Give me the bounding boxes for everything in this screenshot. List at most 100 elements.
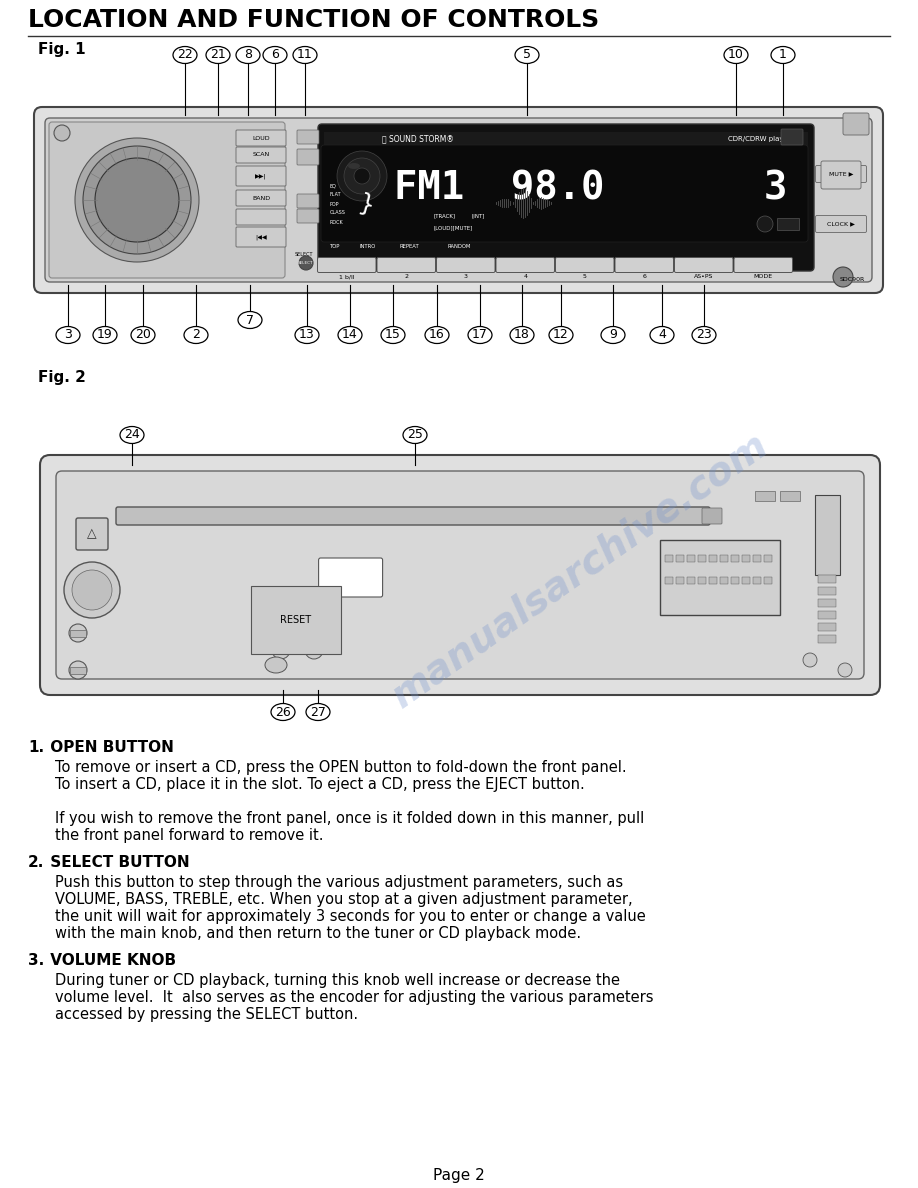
- FancyBboxPatch shape: [777, 219, 799, 230]
- Ellipse shape: [650, 327, 674, 343]
- Text: During tuner or CD playback, turning this knob well increase or decrease the: During tuner or CD playback, turning thi…: [55, 973, 620, 988]
- FancyBboxPatch shape: [297, 129, 319, 144]
- Text: RANDOM: RANDOM: [448, 245, 471, 249]
- Circle shape: [83, 146, 191, 254]
- Text: REPEAT: REPEAT: [400, 245, 420, 249]
- Text: SDC90R: SDC90R: [840, 277, 865, 282]
- Text: BAND: BAND: [252, 196, 270, 201]
- FancyBboxPatch shape: [818, 575, 836, 583]
- FancyBboxPatch shape: [815, 495, 840, 575]
- Text: LOUD: LOUD: [252, 135, 270, 140]
- Text: To insert a CD, place it in the slot. To eject a CD, press the EJECT button.: To insert a CD, place it in the slot. To…: [55, 777, 585, 792]
- Text: ▶▶|: ▶▶|: [255, 173, 267, 178]
- Ellipse shape: [173, 46, 197, 63]
- FancyBboxPatch shape: [49, 122, 285, 278]
- Text: 5: 5: [583, 274, 587, 279]
- Text: 4: 4: [523, 274, 527, 279]
- Circle shape: [305, 642, 323, 659]
- Text: manualsarchive.com: manualsarchive.com: [385, 425, 776, 715]
- Ellipse shape: [381, 327, 405, 343]
- Text: To remove or insert a CD, press the OPEN button to fold-down the front panel.: To remove or insert a CD, press the OPEN…: [55, 760, 627, 775]
- Text: 5: 5: [523, 49, 531, 62]
- Text: the unit will wait for approximately 3 seconds for you to enter or change a valu: the unit will wait for approximately 3 s…: [55, 909, 645, 924]
- Circle shape: [69, 624, 87, 642]
- Ellipse shape: [263, 46, 287, 63]
- FancyBboxPatch shape: [818, 611, 836, 619]
- Circle shape: [272, 642, 290, 659]
- FancyBboxPatch shape: [709, 555, 717, 562]
- Text: volume level.  It  also serves as the encoder for adjusting the various paramete: volume level. It also serves as the enco…: [55, 990, 654, 1005]
- FancyBboxPatch shape: [731, 577, 739, 584]
- Text: 3.: 3.: [28, 953, 44, 968]
- Text: 6: 6: [643, 274, 646, 279]
- Text: 23: 23: [696, 329, 711, 341]
- FancyBboxPatch shape: [687, 577, 695, 584]
- Ellipse shape: [306, 703, 330, 720]
- FancyBboxPatch shape: [116, 507, 710, 525]
- Text: CLASS: CLASS: [330, 210, 346, 215]
- Ellipse shape: [348, 163, 360, 169]
- Text: 27: 27: [310, 706, 326, 719]
- Ellipse shape: [549, 327, 573, 343]
- FancyBboxPatch shape: [764, 555, 772, 562]
- Circle shape: [757, 216, 773, 232]
- Ellipse shape: [510, 327, 534, 343]
- Ellipse shape: [265, 657, 287, 672]
- Ellipse shape: [131, 327, 155, 343]
- Text: 24: 24: [124, 429, 140, 442]
- FancyBboxPatch shape: [555, 258, 614, 272]
- FancyBboxPatch shape: [436, 258, 495, 272]
- FancyBboxPatch shape: [40, 455, 880, 695]
- Text: FM1  98.0: FM1 98.0: [394, 170, 604, 208]
- Text: 1: 1: [779, 49, 787, 62]
- Ellipse shape: [692, 327, 716, 343]
- Text: 8: 8: [244, 49, 252, 62]
- Circle shape: [54, 125, 70, 141]
- FancyBboxPatch shape: [56, 470, 864, 680]
- FancyBboxPatch shape: [821, 162, 861, 189]
- FancyBboxPatch shape: [742, 555, 750, 562]
- Ellipse shape: [206, 46, 230, 63]
- Text: Push this button to step through the various adjustment parameters, such as: Push this button to step through the var…: [55, 876, 623, 890]
- Text: 9: 9: [609, 329, 617, 341]
- Text: 2: 2: [404, 274, 409, 279]
- Circle shape: [299, 255, 313, 270]
- Text: VOLUME KNOB: VOLUME KNOB: [45, 953, 176, 968]
- Text: 11: 11: [297, 49, 313, 62]
- Text: FLAT: FLAT: [330, 192, 341, 197]
- FancyBboxPatch shape: [236, 166, 286, 187]
- Text: 3: 3: [763, 170, 787, 208]
- Circle shape: [838, 663, 852, 677]
- Ellipse shape: [468, 327, 492, 343]
- FancyBboxPatch shape: [698, 577, 706, 584]
- Circle shape: [344, 158, 380, 194]
- FancyBboxPatch shape: [76, 518, 108, 550]
- FancyBboxPatch shape: [702, 508, 722, 524]
- FancyBboxPatch shape: [34, 107, 883, 293]
- Text: If you wish to remove the front panel, once is it folded down in this manner, pu: If you wish to remove the front panel, o…: [55, 811, 644, 826]
- Text: LOCATION AND FUNCTION OF CONTROLS: LOCATION AND FUNCTION OF CONTROLS: [28, 8, 599, 32]
- FancyBboxPatch shape: [818, 623, 836, 631]
- Text: [INT]: [INT]: [472, 214, 486, 219]
- Ellipse shape: [771, 46, 795, 63]
- Ellipse shape: [293, 46, 317, 63]
- Ellipse shape: [56, 327, 80, 343]
- FancyBboxPatch shape: [665, 577, 673, 584]
- FancyBboxPatch shape: [698, 555, 706, 562]
- FancyBboxPatch shape: [753, 577, 761, 584]
- Text: CDR/CDRW playback: CDR/CDRW playback: [728, 135, 800, 143]
- FancyBboxPatch shape: [319, 558, 383, 598]
- Text: 2: 2: [192, 329, 200, 341]
- FancyBboxPatch shape: [818, 636, 836, 643]
- FancyBboxPatch shape: [734, 258, 792, 272]
- Text: SELECT: SELECT: [295, 252, 313, 257]
- FancyBboxPatch shape: [731, 555, 739, 562]
- FancyBboxPatch shape: [236, 129, 286, 146]
- FancyBboxPatch shape: [755, 491, 775, 501]
- FancyBboxPatch shape: [297, 209, 319, 223]
- Text: △: △: [87, 527, 96, 541]
- Circle shape: [72, 570, 112, 609]
- FancyBboxPatch shape: [45, 118, 872, 282]
- Text: 7: 7: [246, 314, 254, 327]
- Ellipse shape: [295, 327, 319, 343]
